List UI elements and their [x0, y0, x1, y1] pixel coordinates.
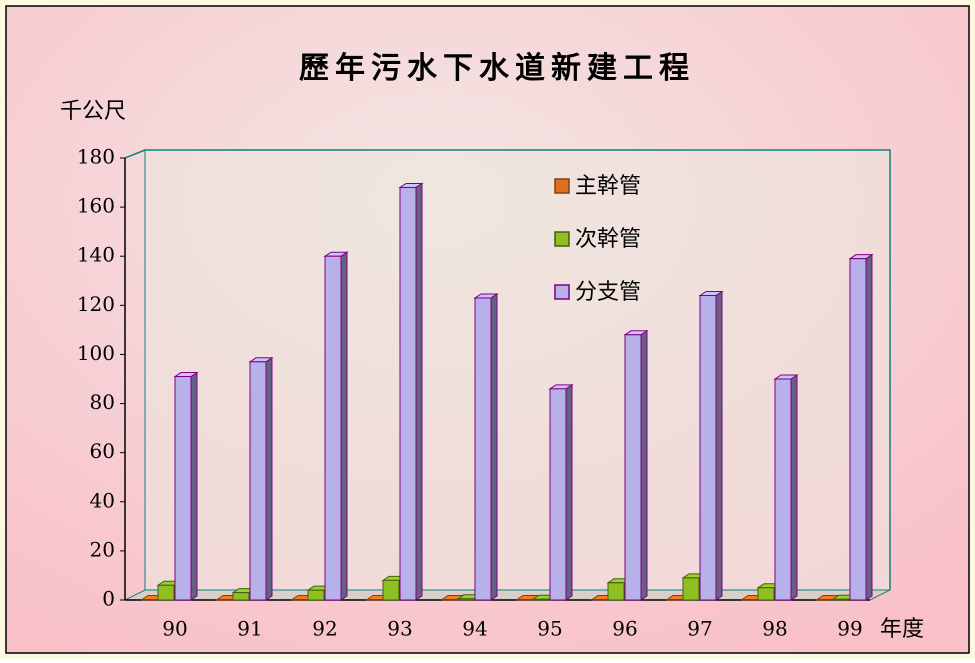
- bar: [775, 379, 791, 600]
- bar: [700, 296, 716, 600]
- bar-side: [191, 373, 197, 600]
- chart-title: 歷年污水下水道新建工程: [299, 51, 695, 86]
- y-tick-label: 180: [77, 145, 115, 169]
- bar: [400, 187, 416, 600]
- x-tick-label: 92: [312, 617, 337, 641]
- x-tick-label: 96: [612, 617, 637, 641]
- bar-side: [716, 292, 722, 600]
- y-tick-label: 160: [77, 194, 115, 218]
- x-tick-label: 97: [687, 617, 712, 641]
- bar-side: [341, 252, 347, 600]
- x-tick-label: 90: [162, 617, 187, 641]
- bar: [325, 256, 341, 600]
- x-axis-label: 年度: [880, 617, 924, 642]
- legend-label: 分支管: [575, 280, 641, 305]
- y-tick-label: 40: [90, 488, 115, 512]
- x-tick-label: 99: [837, 617, 862, 641]
- bar: [758, 588, 774, 600]
- bar: [533, 599, 549, 600]
- bar: [308, 590, 324, 600]
- legend-label: 主幹管: [575, 174, 641, 199]
- bar-side: [416, 183, 422, 600]
- x-tick-label: 95: [537, 617, 562, 641]
- y-tick-label: 140: [77, 243, 115, 267]
- x-tick-label: 98: [762, 617, 787, 641]
- bar-side: [266, 358, 272, 600]
- legend-marker: [555, 232, 569, 246]
- bar: [683, 578, 699, 600]
- y-tick-label: 60: [90, 439, 115, 463]
- y-tick-label: 120: [77, 292, 115, 316]
- legend-marker: [555, 285, 569, 299]
- bar: [250, 362, 266, 600]
- bar: [158, 585, 174, 600]
- bar: [175, 377, 191, 600]
- bar: [233, 593, 249, 600]
- bar: [458, 599, 474, 600]
- bar-side: [641, 331, 647, 600]
- bar: [383, 580, 399, 600]
- bar-side: [491, 294, 497, 600]
- bar-side: [791, 375, 797, 600]
- bar: [850, 259, 866, 600]
- bar: [608, 583, 624, 600]
- y-axis-label: 千公尺: [60, 99, 126, 124]
- legend-marker: [555, 179, 569, 193]
- x-tick-label: 93: [387, 617, 412, 641]
- bar: [833, 599, 849, 600]
- y-tick-label: 100: [77, 341, 115, 365]
- y-tick-label: 20: [90, 537, 115, 561]
- x-tick-label: 94: [462, 617, 487, 641]
- y-tick-label: 0: [102, 587, 115, 611]
- bar: [475, 298, 491, 600]
- bar: [550, 389, 566, 600]
- bar-side: [566, 385, 572, 600]
- x-tick-label: 91: [237, 617, 262, 641]
- bar: [625, 335, 641, 600]
- bar-side: [866, 255, 872, 600]
- y-tick-label: 80: [90, 390, 115, 414]
- legend-label: 次幹管: [575, 227, 641, 252]
